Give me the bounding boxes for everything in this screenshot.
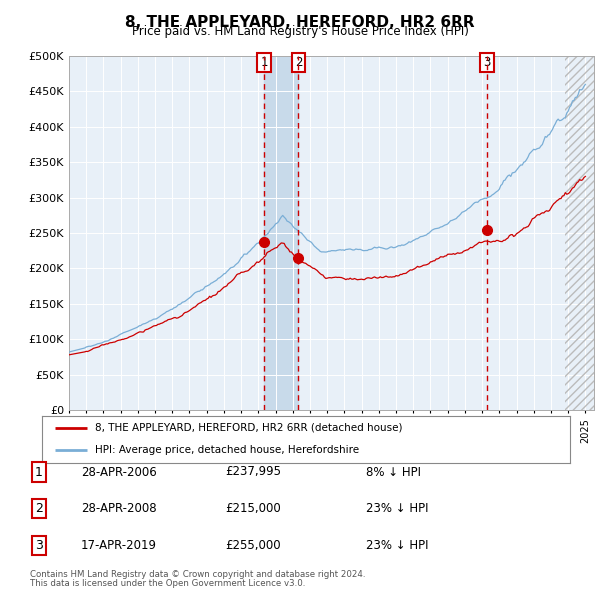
Text: 8, THE APPLEYARD, HEREFORD, HR2 6RR (detached house): 8, THE APPLEYARD, HEREFORD, HR2 6RR (det… <box>95 423 403 432</box>
Text: Contains HM Land Registry data © Crown copyright and database right 2024.: Contains HM Land Registry data © Crown c… <box>30 571 365 579</box>
Bar <box>264 56 298 410</box>
Text: 1: 1 <box>260 56 268 69</box>
Text: 2: 2 <box>295 56 302 69</box>
Text: Price paid vs. HM Land Registry's House Price Index (HPI): Price paid vs. HM Land Registry's House … <box>131 25 469 38</box>
Text: 2: 2 <box>35 502 43 515</box>
Text: £255,000: £255,000 <box>225 539 281 552</box>
Text: 23% ↓ HPI: 23% ↓ HPI <box>366 502 428 515</box>
Bar <box>565 56 594 410</box>
Text: 3: 3 <box>484 56 491 69</box>
Text: This data is licensed under the Open Government Licence v3.0.: This data is licensed under the Open Gov… <box>30 579 305 588</box>
Text: 8% ↓ HPI: 8% ↓ HPI <box>366 466 421 478</box>
Text: 8, THE APPLEYARD, HEREFORD, HR2 6RR: 8, THE APPLEYARD, HEREFORD, HR2 6RR <box>125 15 475 30</box>
Text: 23% ↓ HPI: 23% ↓ HPI <box>366 539 428 552</box>
Text: £237,995: £237,995 <box>225 466 281 478</box>
Text: HPI: Average price, detached house, Herefordshire: HPI: Average price, detached house, Here… <box>95 445 359 455</box>
Text: 17-APR-2019: 17-APR-2019 <box>81 539 157 552</box>
Text: 1: 1 <box>35 466 43 478</box>
Text: £215,000: £215,000 <box>225 502 281 515</box>
Text: 28-APR-2006: 28-APR-2006 <box>81 466 157 478</box>
Text: 28-APR-2008: 28-APR-2008 <box>81 502 157 515</box>
Text: 3: 3 <box>35 539 43 552</box>
